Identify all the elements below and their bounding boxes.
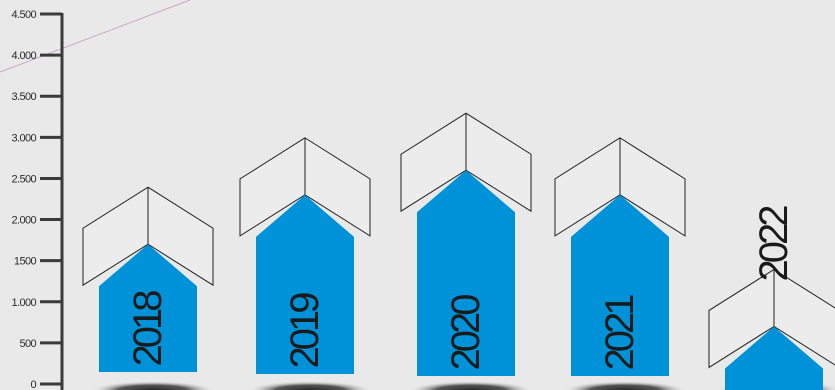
- year-label: 2020: [444, 295, 488, 371]
- y-tick-label: 4.000: [11, 50, 36, 62]
- bar: [82, 186, 214, 372]
- bar-shadow: [563, 381, 687, 390]
- bar: [239, 137, 371, 374]
- y-tick-label: 2.500: [11, 173, 36, 185]
- bar-shadow: [409, 381, 533, 390]
- y-tick-label: 1.000: [11, 297, 36, 309]
- bar-shadow: [91, 381, 215, 390]
- year-label: 2019: [283, 293, 327, 369]
- decorative-line: [0, 0, 191, 73]
- y-tick-label: 4.500: [11, 9, 36, 21]
- bar-body: [256, 194, 354, 374]
- bar-body: [571, 194, 669, 376]
- bar: [708, 268, 835, 390]
- y-axis: 0 500 1.000 1500 2.000 2.500 3.000 3.500 4.000 4.…: [11, 9, 64, 390]
- year-labels: 2018 2019 2020 2021 2022: [126, 206, 796, 371]
- bar-body: [725, 326, 823, 390]
- bar-shadow: [248, 381, 372, 390]
- year-label: 2018: [126, 291, 170, 367]
- bar: [400, 112, 532, 376]
- bar-body: [417, 170, 515, 376]
- y-tick-label: 2.000: [11, 215, 36, 227]
- bar-shadows: [91, 381, 835, 390]
- bar: [554, 137, 686, 376]
- year-label: 2021: [598, 295, 642, 371]
- y-tick-label: 1500: [14, 256, 37, 268]
- bars: [82, 112, 835, 390]
- y-tick-label: 3.000: [11, 132, 36, 144]
- year-label: 2022: [752, 206, 796, 282]
- bar-body: [99, 244, 197, 372]
- y-tick-label: 3.500: [11, 91, 36, 103]
- y-tick-label: 0: [30, 379, 36, 390]
- y-tick-label: 500: [19, 338, 36, 350]
